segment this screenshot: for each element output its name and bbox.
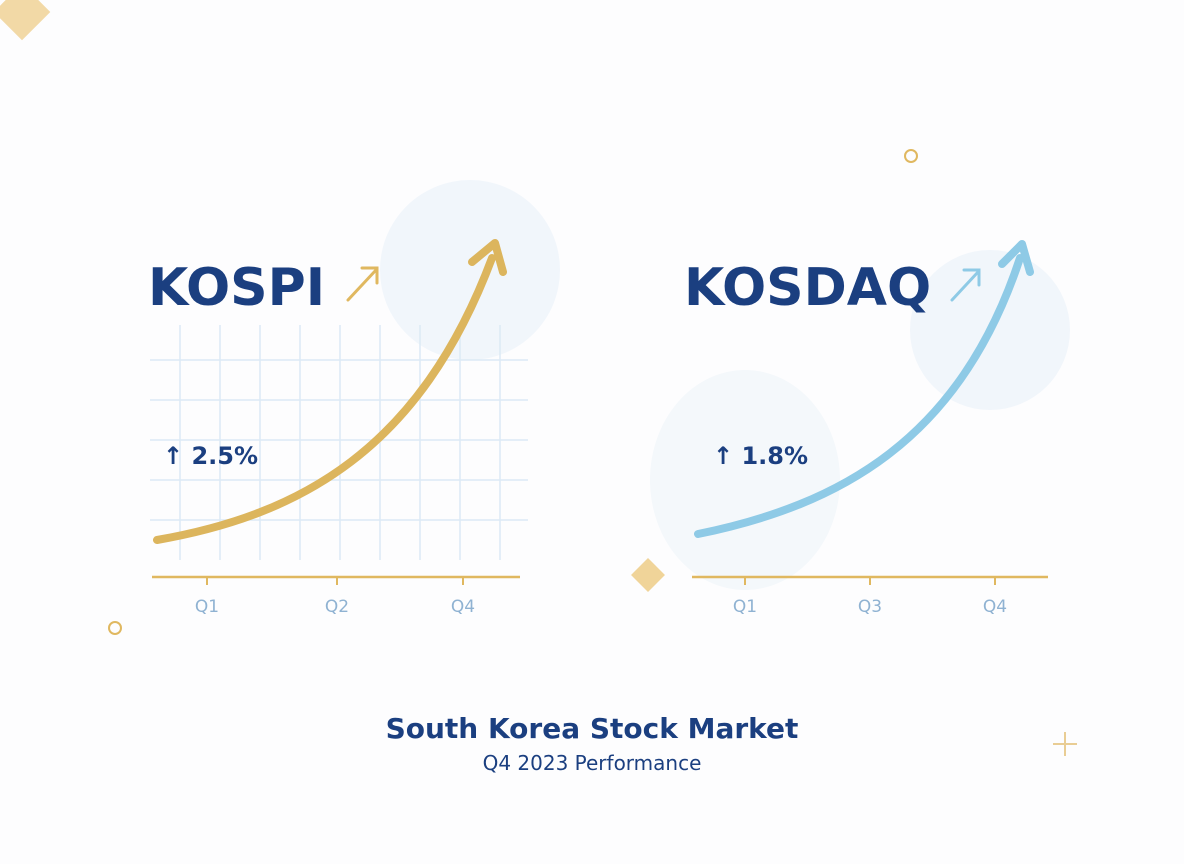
footer-title: South Korea Stock Market <box>386 712 799 745</box>
arrow-head <box>998 240 1034 276</box>
change-label: ↑ 1.8% <box>713 442 808 470</box>
footer-subtitle: Q4 2023 Performance <box>483 751 702 775</box>
quarter-label: Q1 <box>733 597 757 617</box>
quarter-label: Q4 <box>983 597 1007 617</box>
diamond-decoration <box>631 558 665 592</box>
quarter-label: Q1 <box>195 597 219 617</box>
quarter-label: Q3 <box>858 597 882 617</box>
circle-decoration <box>904 149 918 163</box>
quarter-label: Q2 <box>325 597 349 617</box>
panel-title: KOSPI <box>148 258 325 318</box>
arrow-head <box>468 239 507 276</box>
panel-title: KOSDAQ <box>684 258 931 318</box>
grid <box>150 325 528 560</box>
quarter-label: Q4 <box>451 597 475 617</box>
trend-curve <box>153 254 496 544</box>
change-label: ↑ 2.5% <box>163 442 258 470</box>
diamond-decoration <box>0 0 51 41</box>
trend-arrow-icon <box>346 266 379 302</box>
plus-decoration <box>1053 732 1077 756</box>
trend-arrow-icon <box>950 268 981 302</box>
circle-decoration <box>108 621 122 635</box>
circuit-blob <box>650 370 840 590</box>
circuit-blob <box>380 180 560 360</box>
trend-curve <box>694 254 1024 538</box>
